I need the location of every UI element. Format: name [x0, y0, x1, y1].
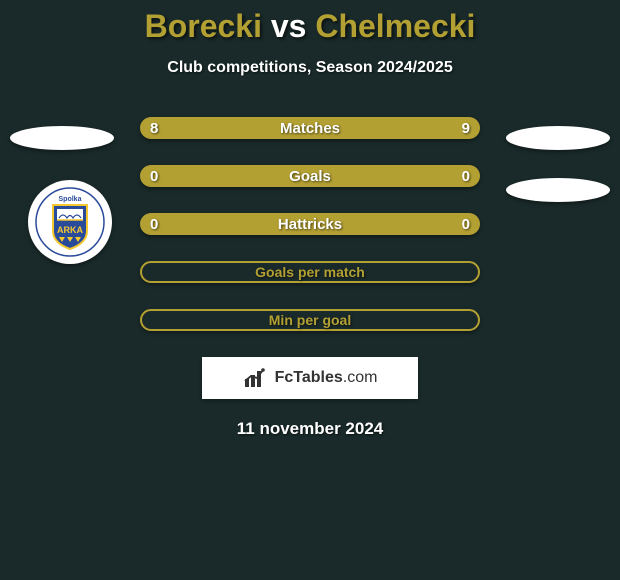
club-crest-icon: Spolka ARKA	[35, 187, 105, 257]
stat-bar-goals-per-match: Goals per match	[140, 261, 480, 283]
page-title: Borecki vs Chelmecki	[0, 0, 620, 45]
brand-text: FcTables.com	[275, 369, 378, 387]
stat-left-value: 0	[150, 216, 158, 233]
player-left-placeholder	[10, 126, 114, 150]
stat-label: Min per goal	[269, 312, 351, 328]
stat-row: Goals per match	[0, 261, 620, 283]
stat-label: Goals	[289, 168, 331, 185]
stat-left-value: 8	[150, 120, 158, 137]
stat-right-value: 0	[462, 216, 470, 233]
svg-text:Spolka: Spolka	[59, 196, 82, 203]
title-player-right: Chelmecki	[315, 8, 475, 44]
stat-bar-hattricks: 0 Hattricks 0	[140, 213, 480, 235]
stat-label: Hattricks	[278, 216, 342, 233]
title-vs: vs	[271, 8, 307, 44]
title-player-left: Borecki	[145, 8, 262, 44]
stat-row: Min per goal	[0, 309, 620, 331]
stat-bar-goals: 0 Goals 0	[140, 165, 480, 187]
player-right-placeholder-2	[506, 178, 610, 202]
player-right-placeholder-1	[506, 126, 610, 150]
date-label: 11 november 2024	[0, 419, 620, 439]
stat-right-value: 9	[462, 120, 470, 137]
brand-badge[interactable]: FcTables.com	[202, 357, 418, 399]
club-badge: Spolka ARKA	[28, 180, 112, 264]
stat-left-value: 0	[150, 168, 158, 185]
stat-label: Goals per match	[255, 264, 365, 280]
stat-bar-min-per-goal: Min per goal	[140, 309, 480, 331]
svg-text:ARKA: ARKA	[57, 225, 83, 235]
stat-bar-matches: 8 Matches 9	[140, 117, 480, 139]
subtitle: Club competitions, Season 2024/2025	[0, 59, 620, 77]
brand-part1: FcTables	[275, 369, 343, 386]
stat-right-value: 0	[462, 168, 470, 185]
brand-part2: .com	[343, 369, 378, 386]
brand-chart-icon	[243, 367, 269, 389]
stat-label: Matches	[280, 120, 340, 137]
